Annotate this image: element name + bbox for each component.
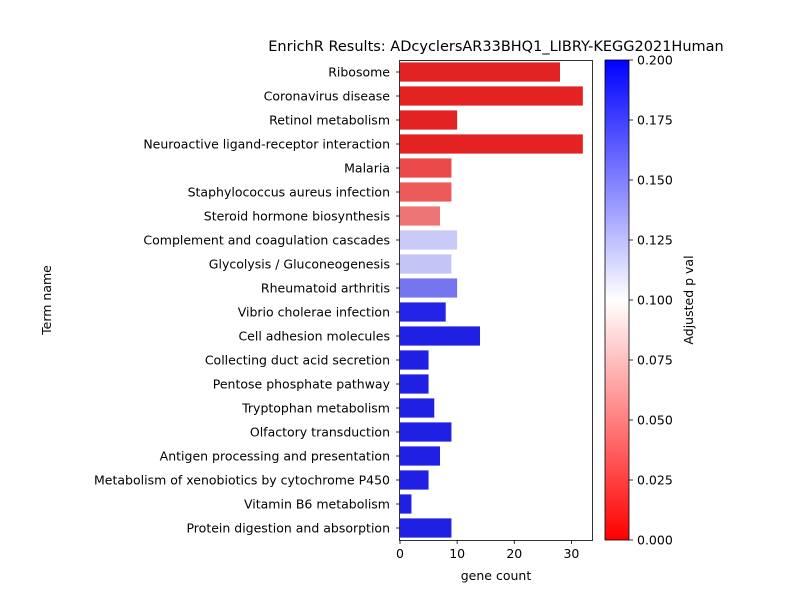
bar <box>400 158 452 178</box>
y-axis-label: Term name <box>39 265 54 336</box>
bar <box>400 350 429 370</box>
y-tick-label: Coronavirus disease <box>264 89 391 104</box>
bar <box>400 470 429 490</box>
y-tick-label: Collecting duct acid secretion <box>205 353 390 368</box>
y-tick-label: Rheumatoid arthritis <box>261 281 390 296</box>
y-tick-label: Retinol metabolism <box>269 113 390 128</box>
bar <box>400 86 583 106</box>
bar <box>400 518 452 538</box>
y-tick-label: Pentose phosphate pathway <box>213 377 391 392</box>
y-tick-label: Malaria <box>344 161 390 176</box>
x-tick-label: 10 <box>449 546 465 561</box>
colorbar <box>604 59 630 541</box>
colorbar-label: Adjusted p val <box>681 255 696 344</box>
bar <box>400 110 458 130</box>
colorbar-tick-label: 0.100 <box>637 293 673 308</box>
y-tick-labels: Ribosome Coronavirus disease Retinol metab… <box>94 65 400 536</box>
bar <box>400 302 446 322</box>
bar <box>400 230 458 250</box>
plot-frame <box>399 60 593 541</box>
bar <box>400 494 412 514</box>
y-tick-label: Vibrio cholerae infection <box>238 305 390 320</box>
bars <box>400 62 583 538</box>
chart-title: EnrichR Results: ADcyclersAR33BHQ1_LIBRY… <box>268 39 723 55</box>
bar <box>400 134 583 154</box>
colorbar-tick-label: 0.200 <box>637 53 673 68</box>
y-tick-label: Glycolysis / Gluconeogenesis <box>209 257 390 272</box>
x-tick-label: 20 <box>506 546 522 561</box>
bar <box>400 206 440 226</box>
y-tick-label: Tryptophan metabolism <box>241 401 390 416</box>
y-tick-label: Complement and coagulation cascades <box>143 233 390 248</box>
colorbar-tick-label: 0.000 <box>637 533 673 548</box>
y-tick-label: Cell adhesion molecules <box>238 329 390 344</box>
x-tick-label: 0 <box>396 546 404 561</box>
bar <box>400 182 452 202</box>
colorbar-tick-label: 0.075 <box>637 353 673 368</box>
colorbar-tick-label: 0.025 <box>637 473 673 488</box>
bar <box>400 422 452 442</box>
bar <box>400 446 440 466</box>
y-tick-label: Steroid hormone biosynthesis <box>204 209 390 224</box>
bar <box>400 374 429 394</box>
y-tick-label: Olfactory transduction <box>250 425 390 440</box>
bar <box>400 278 458 298</box>
y-tick-label: Staphylococcus aureus infection <box>188 185 390 200</box>
x-ticks: 0 10 20 30 <box>396 540 579 561</box>
x-axis-label: gene count <box>461 568 532 583</box>
x-tick-label: 30 <box>563 546 579 561</box>
bar <box>400 62 560 82</box>
bar <box>400 326 480 346</box>
y-tick-label: Ribosome <box>328 65 390 80</box>
y-tick-label: Vitamin B6 metabolism <box>244 497 390 512</box>
y-tick-label: Protein digestion and absorption <box>186 521 390 536</box>
y-tick-label: Neuroactive ligand-receptor interaction <box>143 137 390 152</box>
bar <box>400 254 452 274</box>
y-tick-label: Antigen processing and presentation <box>160 449 390 464</box>
colorbar-ticks: 0.000 0.025 0.050 0.075 0.100 0.125 0.150 0.175… <box>629 53 673 548</box>
colorbar-tick-label: 0.050 <box>637 413 673 428</box>
bar <box>400 398 435 418</box>
colorbar-tick-label: 0.125 <box>637 233 673 248</box>
colorbar-tick-label: 0.150 <box>637 173 673 188</box>
colorbar-tick-label: 0.175 <box>637 113 673 128</box>
y-tick-label: Metabolism of xenobiotics by cytochrome … <box>94 473 390 488</box>
